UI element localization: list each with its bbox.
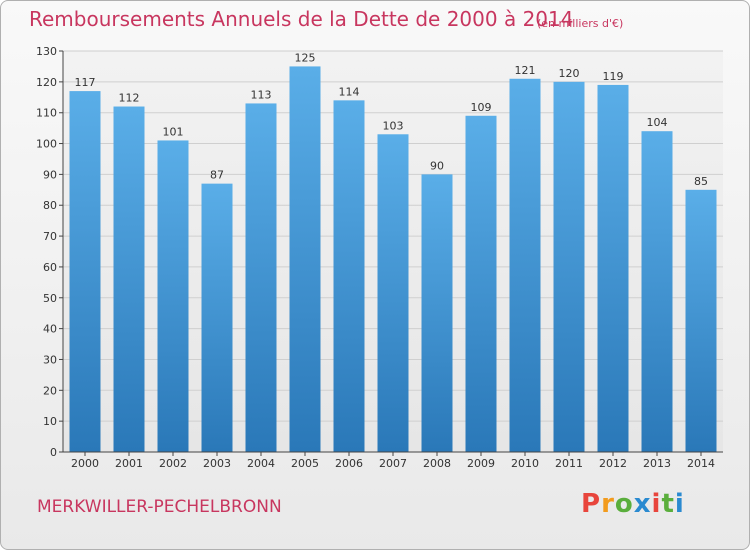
logo-letter: i [651, 489, 662, 519]
data-label: 117 [75, 76, 96, 89]
logo-letter: P [581, 489, 602, 519]
data-label: 90 [430, 159, 444, 172]
bar-2011 [553, 81, 585, 452]
data-label: 103 [383, 119, 404, 132]
logo-letter: x [633, 489, 652, 519]
bar-2000 [69, 91, 101, 452]
data-label: 101 [163, 125, 184, 138]
data-label: 112 [119, 92, 140, 105]
y-tick-label: 120 [36, 76, 57, 89]
y-tick-label: 110 [36, 107, 57, 120]
bar-2002 [157, 140, 189, 452]
data-label: 114 [339, 85, 360, 98]
commune-name: MERKWILLER-PECHELBRONN [37, 497, 282, 517]
bar-2013 [641, 131, 673, 452]
bar-2006 [333, 100, 365, 452]
data-label: 87 [210, 169, 224, 182]
data-label: 121 [515, 64, 536, 77]
bar-2004 [245, 103, 277, 452]
bar-2003 [201, 183, 233, 452]
y-tick-label: 0 [50, 446, 57, 459]
x-tick-label: 2007 [379, 457, 407, 470]
bar-2007 [377, 134, 409, 453]
y-tick-label: 20 [43, 384, 57, 397]
data-label: 119 [603, 70, 624, 83]
x-tick-label: 2004 [247, 457, 275, 470]
y-tick-label: 60 [43, 261, 57, 274]
x-tick-label: 2014 [687, 457, 715, 470]
x-tick-label: 2002 [159, 457, 187, 470]
bar-2014 [685, 189, 717, 453]
logo-letter: r [601, 489, 615, 519]
y-tick-label: 10 [43, 415, 57, 428]
data-label: 120 [559, 67, 580, 80]
x-tick-label: 2009 [467, 457, 495, 470]
data-label: 104 [647, 116, 668, 129]
data-label: 85 [694, 175, 708, 188]
x-tick-label: 2008 [423, 457, 451, 470]
x-tick-label: 2005 [291, 457, 319, 470]
logo-letter: i [674, 489, 685, 519]
y-tick-label: 70 [43, 230, 57, 243]
x-tick-label: 2006 [335, 457, 363, 470]
logo-letter: o [614, 489, 634, 519]
x-tick-label: 2001 [115, 457, 143, 470]
proxiti-logo: Proxiti [581, 489, 685, 519]
unit-label: (en milliers d'€) [537, 17, 624, 30]
y-tick-label: 90 [43, 168, 57, 181]
x-tick-label: 2010 [511, 457, 539, 470]
chart-title: Remboursements Annuels de la Dette de 20… [29, 7, 574, 31]
y-tick-label: 80 [43, 199, 57, 212]
x-tick-label: 2011 [555, 457, 583, 470]
bar-2010 [509, 78, 541, 452]
bar-2005 [289, 66, 321, 452]
x-tick-label: 2003 [203, 457, 231, 470]
data-label: 109 [471, 101, 492, 114]
data-label: 113 [251, 88, 272, 101]
bar-2009 [465, 115, 497, 453]
y-tick-label: 40 [43, 323, 57, 336]
y-tick-label: 50 [43, 292, 57, 305]
bar-2001 [113, 106, 145, 453]
bar-2012 [597, 84, 629, 452]
data-label: 125 [295, 51, 316, 64]
y-tick-label: 130 [36, 45, 57, 58]
bar-2008 [421, 174, 453, 452]
y-tick-label: 100 [36, 138, 57, 151]
x-tick-label: 2000 [71, 457, 99, 470]
logo-letter: t [661, 489, 675, 519]
x-tick-label: 2013 [643, 457, 671, 470]
y-tick-label: 30 [43, 353, 57, 366]
x-tick-label: 2012 [599, 457, 627, 470]
